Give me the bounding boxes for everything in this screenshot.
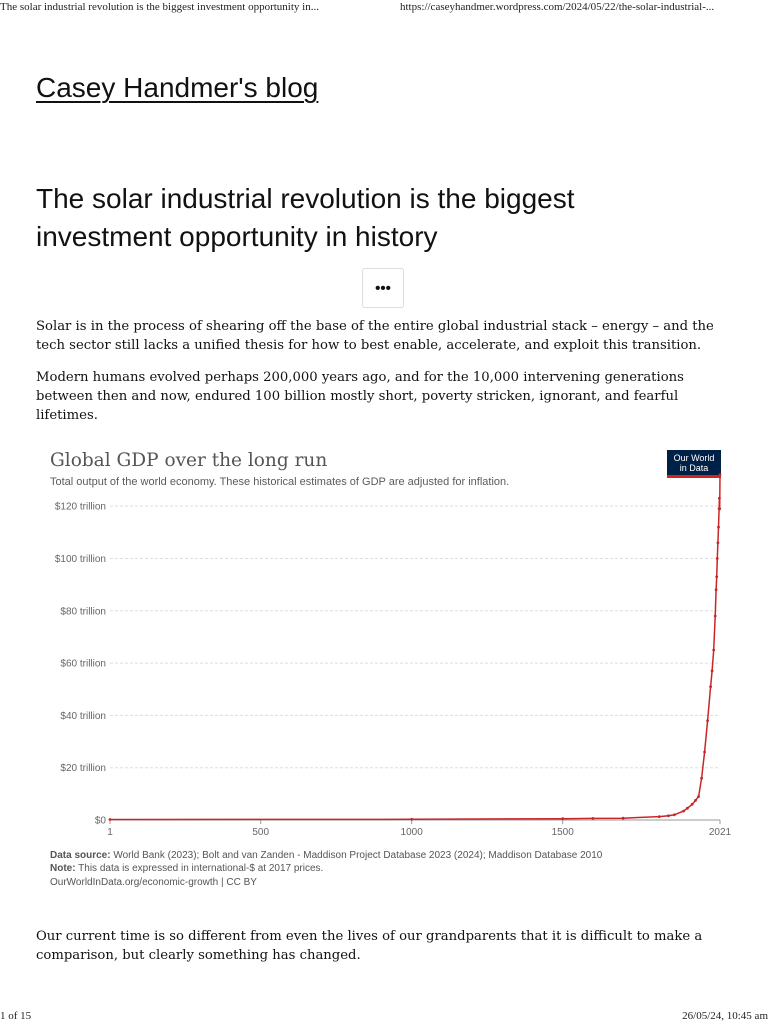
gdp-data-point: [715, 575, 719, 579]
y-tick-label: $100 trillion: [55, 554, 106, 565]
print-footer: 1 of 15 26/05/24, 10:45 am: [0, 1009, 768, 1024]
chart-title: Global GDP over the long run: [50, 450, 328, 471]
print-header: The solar industrial revolution is the b…: [0, 0, 768, 16]
y-tick-label: $20 trillion: [60, 763, 106, 774]
chart-note: Note: This data is expressed in internat…: [50, 863, 323, 874]
x-tick-label: 1: [107, 827, 113, 838]
gdp-data-point: [718, 473, 722, 477]
gdp-data-point: [410, 817, 414, 821]
gdp-data-point: [690, 802, 694, 806]
y-tick-label: $60 trillion: [60, 659, 106, 670]
print-header-page-title: The solar industrial revolution is the b…: [0, 1, 319, 13]
chart-credit-link[interactable]: OurWorldInData.org/economic-growth | CC …: [50, 877, 257, 888]
gdp-data-point: [700, 776, 703, 780]
page-counter: 1 of 15: [0, 1010, 32, 1022]
x-tick-label: 1500: [552, 827, 575, 838]
data-source-label: Data source:: [50, 850, 111, 861]
gdp-data-point: [694, 799, 697, 802]
gdp-data-point: [709, 685, 712, 688]
print-header-url: https://caseyhandmer.wordpress.com/2024/…: [400, 1, 715, 13]
post-title: The solar industrial revolution is the b…: [36, 183, 575, 252]
note-label: Note:: [50, 863, 76, 874]
gdp-data-point: [667, 814, 670, 818]
gdp-data-point: [561, 817, 565, 821]
gdp-data-point: [710, 669, 714, 673]
gdp-data-point: [718, 507, 722, 511]
gdp-data-point: [108, 818, 112, 821]
our-world-in-data-logo[interactable]: Our World in Data: [667, 450, 721, 478]
post-paragraph: Solar is in the process of shearing off …: [36, 319, 714, 353]
y-tick-label: $0: [95, 816, 107, 827]
gdp-data-point: [717, 525, 720, 529]
data-source-text: World Bank (2023); Bolt and van Zanden -…: [110, 850, 603, 861]
print-timestamp: 26/05/24, 10:45 am: [682, 1010, 768, 1022]
gdp-data-point: [591, 817, 595, 820]
post-paragraph: Modern humans evolved perhaps 200,000 ye…: [36, 370, 684, 423]
note-text: This data is expressed in international-…: [75, 863, 324, 874]
gdp-data-point: [697, 795, 700, 798]
gdp-data-point: [657, 815, 661, 818]
gdp-data-point: [718, 496, 721, 500]
y-tick-label: $120 trillion: [55, 502, 106, 513]
gdp-data-point: [716, 541, 720, 545]
gdp-data-point: [686, 806, 689, 810]
x-tick-label: 2021: [709, 827, 732, 838]
gdp-data-point: [673, 813, 676, 817]
chart-subtitle: Total output of the world economy. These…: [50, 476, 510, 488]
gdp-data-point: [703, 750, 706, 754]
chart-data-source: Data source: World Bank (2023); Bolt and…: [50, 850, 602, 861]
gdp-data-point: [712, 648, 716, 652]
y-tick-label: $80 trillion: [60, 606, 106, 617]
gdp-line-chart: $0 $20 trillion $40 trillion $60 trillion $8…: [55, 473, 732, 838]
more-options-button[interactable]: •••: [362, 268, 404, 308]
gdp-data-point: [715, 557, 719, 560]
gdp-data-point: [682, 809, 685, 813]
gdp-data-point: [621, 816, 625, 820]
y-tick-label: $40 trillion: [60, 711, 106, 722]
gdp-data-point: [714, 588, 718, 592]
gdp-data-point: [706, 719, 709, 722]
gdp-data-point: [713, 614, 717, 618]
blog-title-link[interactable]: Casey Handmer's blog: [36, 72, 319, 103]
gdp-chart-figure: Global GDP over the long run Total outpu…: [36, 440, 732, 900]
post-paragraph: Our current time is so different from ev…: [36, 929, 703, 963]
x-tick-label: 500: [252, 827, 269, 838]
x-tick-label: 1000: [401, 827, 424, 838]
